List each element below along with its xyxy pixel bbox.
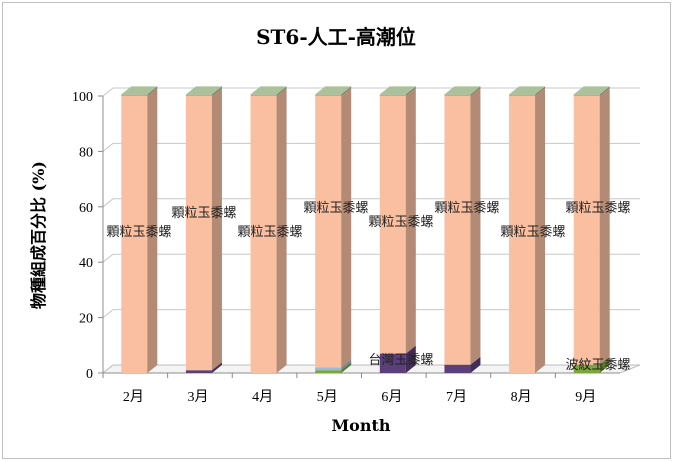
bar-segment-side	[211, 362, 222, 373]
y-tick-label: 100	[72, 90, 93, 105]
bar-segment-other	[315, 94, 342, 96]
y-tick-label: 20	[79, 312, 93, 327]
bar-segment	[379, 96, 406, 354]
bar-segment-other	[573, 94, 600, 96]
bar-segment-other	[444, 94, 471, 96]
bar-segment	[315, 370, 342, 373]
data-label: 顆粒玉黍螺	[434, 201, 499, 216]
x-tick-label: 3月	[187, 389, 208, 405]
data-label: 顆粒玉黍螺	[565, 201, 630, 216]
x-tick-label: 7月	[446, 389, 467, 405]
bar-segment-other-side	[341, 86, 352, 96]
data-label: 台灣玉黍螺	[368, 353, 433, 368]
x-tick-label: 2月	[123, 389, 144, 405]
bar-segment-side	[535, 88, 546, 373]
gridline-depth	[102, 253, 114, 263]
gridline-depth	[102, 87, 114, 97]
bar-top-cap	[379, 86, 416, 95]
bar-segment-other	[250, 94, 277, 96]
data-label: 顆粒玉黍螺	[171, 206, 236, 221]
data-label: 顆粒玉黍螺	[237, 225, 302, 240]
bar-segment	[573, 364, 600, 373]
bar-segment-other-side	[470, 86, 481, 96]
bar-segment-other	[121, 94, 148, 96]
bar-segment-side	[341, 362, 352, 373]
bar-segment	[185, 96, 212, 371]
bar-segment-side	[276, 88, 287, 373]
y-tick-label: 0	[86, 367, 93, 382]
y-axis-title: 物種組成百分比 (%)	[29, 161, 48, 309]
y-tick-label: 40	[79, 256, 93, 271]
data-label: 顆粒玉黍螺	[303, 201, 368, 216]
bar-segment-side	[211, 88, 222, 371]
gridline-depth	[102, 198, 114, 208]
bar-segment-other-side	[147, 86, 158, 96]
bar-segment	[444, 96, 471, 365]
bar-segment-other-side	[599, 86, 610, 96]
x-tick-label: 9月	[575, 389, 596, 405]
bar-top-cap	[444, 86, 481, 95]
y-tick-label: 80	[79, 145, 93, 160]
bar-top-cap	[509, 86, 546, 95]
gridline-depth	[102, 143, 114, 152]
bar-segment-other-side	[276, 86, 287, 96]
bar-segment	[315, 96, 342, 368]
bar-top-cap	[573, 86, 610, 95]
x-tick-label: 6月	[381, 389, 402, 405]
bar-segment	[185, 370, 212, 373]
bar-segment-other-side	[405, 86, 416, 96]
bar-segment	[250, 96, 277, 373]
bar-segment-side	[470, 88, 481, 365]
chart-title: ST6-人工-高潮位	[256, 25, 416, 49]
data-label: 顆粒玉黍螺	[368, 215, 433, 230]
bar-segment-side	[470, 356, 481, 373]
bar-top-cap	[250, 86, 287, 95]
bar-segment-side	[599, 356, 610, 373]
bar-segment-other-side	[211, 86, 222, 96]
bar-segment-other	[185, 94, 212, 96]
bar-segment-other	[509, 94, 536, 96]
x-tick-label: 4月	[252, 389, 273, 405]
bar-segment	[444, 364, 471, 373]
bar-segment	[509, 96, 536, 373]
x-axis-title: Month	[331, 416, 390, 435]
x-tick-label: 5月	[317, 389, 338, 405]
bar-top-cap	[185, 86, 222, 95]
data-label: 顆粒玉黍螺	[500, 225, 565, 240]
bar-segment-side	[341, 88, 352, 368]
bar-segment	[121, 96, 148, 373]
bar-top-cap	[121, 86, 158, 95]
y-tick-label: 60	[79, 201, 93, 216]
bar-top-cap	[315, 86, 352, 95]
bar-segment-other	[379, 94, 406, 96]
bar-segment-side	[599, 88, 610, 365]
data-label: 波紋玉黍螺	[565, 358, 630, 373]
data-label: 顆粒玉黍螺	[106, 225, 171, 240]
bar-segment-other-side	[535, 86, 546, 96]
bar-segment	[573, 96, 600, 365]
bar-segment-other-side	[341, 359, 352, 371]
bar-segment-other	[315, 367, 342, 371]
bar-segment-side	[147, 88, 158, 373]
bar-segment	[379, 353, 406, 373]
bar-segment-side	[405, 345, 416, 373]
bar-segment-side	[405, 88, 416, 354]
gridline-depth	[102, 309, 114, 318]
x-tick-label: 8月	[511, 389, 532, 405]
